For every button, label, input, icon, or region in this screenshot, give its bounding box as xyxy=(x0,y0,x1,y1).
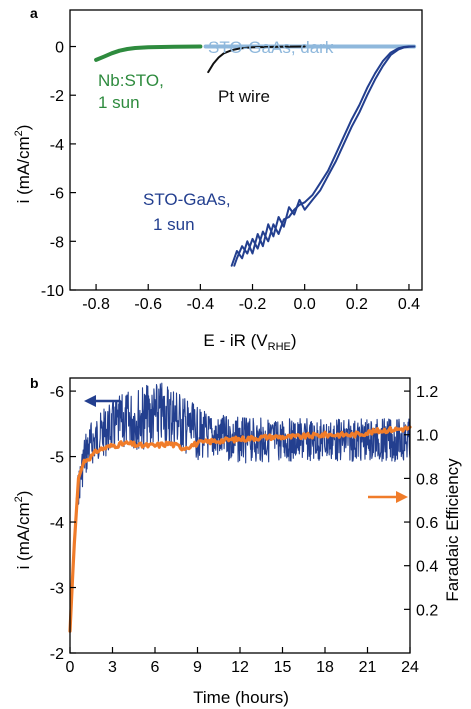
x-tick-label: -0.4 xyxy=(187,296,215,313)
series-sto-gaas-1-sun-return-sweep xyxy=(230,45,416,267)
x-tick-label: 24 xyxy=(401,659,419,676)
y-tick-label: -6 xyxy=(50,186,64,203)
label-sto-gaas-dark: STO-GaAs, dark xyxy=(208,38,334,57)
label-sto-gaas-1-sun-line2: 1 sun xyxy=(153,215,195,234)
label-pt-wire: Pt wire xyxy=(218,87,270,106)
y-tick-label: -3 xyxy=(50,581,64,598)
x-tick-label: -0.8 xyxy=(82,296,110,313)
x-tick-label: 6 xyxy=(151,659,160,676)
y-tick-label: -8 xyxy=(50,234,64,251)
series-faradaic-efficiency xyxy=(68,425,412,633)
panel-b-y-axis-label: i (mA/cm2) xyxy=(13,491,33,570)
right-y-tick-label: 0.6 xyxy=(416,515,438,532)
right-y-tick-label: 1.2 xyxy=(416,384,438,401)
right-y-tick-label: 1.0 xyxy=(416,428,438,445)
panel-a-frame xyxy=(69,9,423,291)
series-current-density xyxy=(69,382,411,627)
label-nb-sto: Nb:STO, xyxy=(98,71,164,90)
panel-a-x-axis-label: E - iR (VRHE) xyxy=(203,331,296,353)
x-tick-label: 12 xyxy=(231,659,249,676)
x-tick-label: -0.2 xyxy=(239,296,267,313)
panel-a-x-ticks: -0.8 -0.6 -0.4 -0.2 0.0 0.2 0.4 xyxy=(82,284,420,313)
panel-a-y-axis-label: i (mA/cm2) xyxy=(13,125,33,204)
panel-b-x-axis-label: Time (hours) xyxy=(193,688,289,707)
panel-a: a -0.8 -0.6 -0.4 -0.2 0.0 0.2 0.4 0 -2 -4 -6 -8 -10… xyxy=(13,5,423,353)
label-nb-sto-1-sun: 1 sun xyxy=(98,93,140,112)
right-y-tick-label: 0.2 xyxy=(416,602,438,619)
series-pt-wire xyxy=(207,45,306,74)
panel-b-letter: b xyxy=(30,375,39,391)
y-tick-label: -4 xyxy=(50,515,64,532)
y-tick-label: -2 xyxy=(50,88,64,105)
x-tick-label: 15 xyxy=(274,659,292,676)
y-tick-label: -2 xyxy=(50,646,64,663)
x-tick-label: 18 xyxy=(316,659,334,676)
panel-b: b 0 3 6 9 12 15 18 21 24 -2 -3 -4 -5 -6 0.2 0.4 0.6 0.8… xyxy=(13,375,462,707)
y-tick-label: -6 xyxy=(50,384,64,401)
y-tick-label: -10 xyxy=(41,283,64,300)
series-sto-gaas-1-sun xyxy=(233,45,416,267)
x-tick-label: 0.2 xyxy=(346,296,368,313)
x-tick-label: 0 xyxy=(66,659,75,676)
right-y-tick-label: 0.4 xyxy=(416,559,438,576)
x-tick-label: -0.6 xyxy=(134,296,162,313)
y-tick-label: 0 xyxy=(55,40,64,57)
panel-b-x-ticks: 0 3 6 9 12 15 18 21 24 xyxy=(66,647,419,676)
panel-b-y-ticks: -2 -3 -4 -5 -6 xyxy=(50,384,76,663)
series-nb-sto-1-sun xyxy=(94,44,203,62)
x-tick-label: 3 xyxy=(108,659,117,676)
y-tick-label: -5 xyxy=(50,450,64,467)
x-tick-label: 21 xyxy=(359,659,377,676)
current-axis-arrow xyxy=(84,395,120,407)
panel-a-series xyxy=(94,44,417,267)
right-y-tick-label: 0.8 xyxy=(416,471,438,488)
y-tick-label: -4 xyxy=(50,137,64,154)
x-tick-label: 0.4 xyxy=(398,296,420,313)
faradaic-axis-arrow xyxy=(368,491,408,503)
panel-a-letter: a xyxy=(30,5,38,21)
x-tick-label: 0.0 xyxy=(294,296,316,313)
panel-b-right-y-axis-label: Faradaic Efficiency xyxy=(443,458,462,602)
label-sto-gaas-1-sun: STO-GaAs, xyxy=(143,190,231,209)
panel-a-y-ticks: 0 -2 -4 -6 -8 -10 xyxy=(41,40,76,300)
panel-b-series xyxy=(68,382,412,633)
x-tick-label: 9 xyxy=(193,659,202,676)
panel-b-right-y-ticks: 0.2 0.4 0.6 0.8 1.0 1.2 xyxy=(404,384,438,619)
